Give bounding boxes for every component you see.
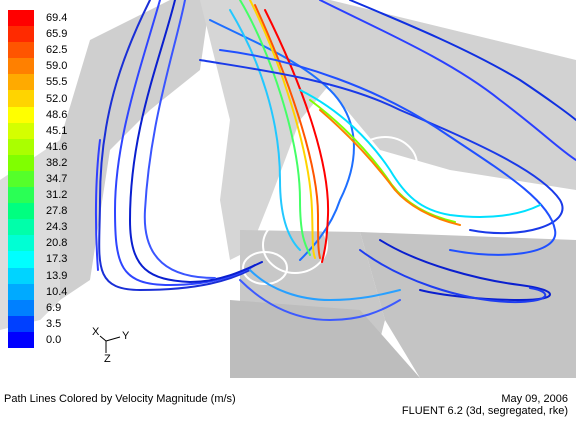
- colorbar-swatch: [8, 42, 34, 59]
- pathline: [113, 0, 256, 287]
- colorbar-swatch: [8, 154, 34, 172]
- colorbar-swatch: [8, 267, 34, 285]
- colorbar-tick-label: 10.4: [46, 285, 68, 298]
- axis-x-label: X: [92, 326, 100, 338]
- colorbar-tick-label: 65.9: [46, 28, 68, 41]
- colorbar-swatch: [8, 170, 34, 188]
- pathline: [379, 239, 551, 302]
- pathline: [98, 0, 251, 292]
- colorbar-tick-label: 3.5: [46, 317, 62, 330]
- fan-disc-lower: [262, 216, 328, 274]
- colorbar-tick-label: 69.4: [46, 12, 68, 25]
- colorbar-swatch: [8, 90, 34, 108]
- colorbar-tick-label: 20.8: [46, 237, 68, 250]
- colorbar-tick-label: 48.6: [46, 108, 68, 121]
- colorbar-tick-label: 24.3: [46, 221, 68, 234]
- duct-surface-left: [40, 0, 210, 320]
- colorbar-tick-label: 52.0: [46, 92, 68, 105]
- pathline: [94, 139, 101, 271]
- colorbar-tick-label: 0.0: [46, 333, 62, 346]
- colorbar-swatch: [8, 26, 34, 43]
- pathline: [264, 9, 330, 263]
- colorbar-swatch: [8, 203, 34, 220]
- colorbar-tick-label: 59.0: [46, 60, 68, 73]
- pathline: [319, 109, 461, 226]
- housing-right: [360, 232, 576, 378]
- colorbar-tick-label: 27.8: [46, 205, 68, 218]
- velocity-colorbar: 69.4 65.9 62.5 59.0 55.5 52.0 48.6 45.1 41.6 38.2…: [8, 10, 67, 349]
- pathline: [299, 89, 541, 218]
- colorbar-tick-label: 6.9: [46, 301, 62, 314]
- colorbar-tick-label: 41.6: [46, 140, 68, 153]
- solver-info: FLUENT 6.2 (3d, segregated, rke): [401, 405, 568, 417]
- colorbar-swatch: [8, 187, 34, 204]
- colorbar-swatch: [8, 299, 34, 317]
- pathline-scene: [0, 0, 576, 378]
- colorbar-swatch: [8, 315, 34, 333]
- fan-disc-left: [242, 251, 288, 285]
- colorbar-tick-label: 34.7: [46, 173, 68, 185]
- colorbar-swatch: [8, 251, 34, 269]
- colorbar-tick-label: 17.3: [46, 253, 68, 266]
- pathlines-group: [94, 0, 576, 322]
- pathline: [359, 249, 547, 304]
- colorbar-swatch: [8, 10, 34, 27]
- figure-footer: Path Lines Colored by Velocity Magnitude…: [0, 378, 576, 421]
- axis-triad-lines: [99, 335, 121, 353]
- pathline: [229, 9, 301, 251]
- colorbar-tick-label: 45.1: [46, 124, 68, 137]
- colorbar-tick-label: 38.2: [46, 156, 68, 169]
- pathline: [239, 0, 311, 256]
- colorbar-swatch: [8, 74, 34, 91]
- colorbar-swatch: [8, 106, 34, 124]
- pathline: [349, 0, 576, 121]
- colorbar-swatch: [8, 331, 34, 349]
- duct-surface-right-top: [330, 0, 576, 190]
- pathline: [209, 19, 355, 261]
- figure-date: May 09, 2006: [501, 393, 568, 405]
- colorbar-tick-label: 31.2: [46, 189, 68, 202]
- colorbar-swatch: [8, 283, 34, 301]
- pathline: [143, 0, 216, 279]
- pathline: [219, 49, 557, 256]
- housing-base: [230, 300, 420, 378]
- graphics-viewport[interactable]: 69.4 65.9 62.5 59.0 55.5 52.0 48.6 45.1 41.6 38.2…: [0, 0, 576, 378]
- pathline: [249, 269, 401, 302]
- colorbar-tick-label: 55.5: [46, 76, 68, 89]
- pathline: [249, 0, 316, 259]
- axis-triad: X Y Z: [92, 323, 142, 368]
- pathline: [128, 0, 263, 284]
- colorbar-swatch: [8, 138, 34, 156]
- pathline: [199, 59, 564, 235]
- axis-y-label: Y: [122, 330, 130, 342]
- pathline: [319, 0, 576, 161]
- axis-z-label: Z: [104, 353, 111, 365]
- colorbar-swatch: [8, 58, 34, 75]
- colorbar-swatch: [8, 235, 34, 252]
- colorbar-tick-label: 62.5: [46, 44, 68, 57]
- pathline: [254, 4, 321, 259]
- figure-caption: Path Lines Colored by Velocity Magnitude…: [4, 393, 236, 405]
- colorbar-swatch: [8, 219, 34, 236]
- colorbar-tick-label: 13.9: [46, 269, 68, 282]
- colorbar-swatch: [8, 122, 34, 140]
- pathline: [239, 279, 401, 322]
